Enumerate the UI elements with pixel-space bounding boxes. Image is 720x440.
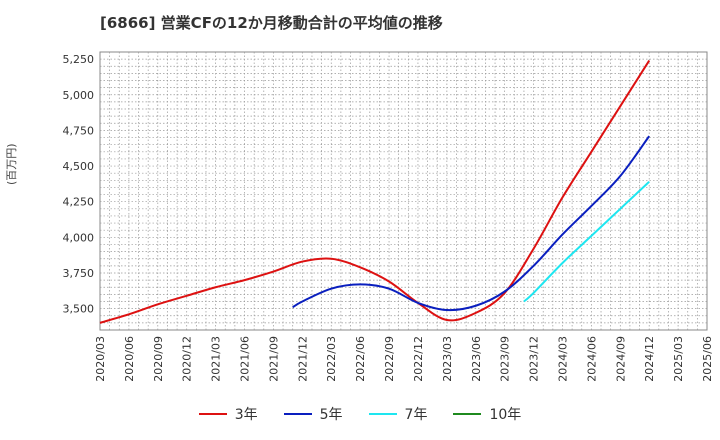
x-tick-label: 2025/06 (701, 336, 714, 382)
y-tick-label: 3,750 (63, 267, 95, 280)
x-tick-label: 2020/03 (94, 336, 107, 382)
x-tick-label: 2020/06 (123, 336, 136, 382)
x-tick-label: 2020/09 (152, 336, 165, 382)
x-tick-label: 2024/12 (643, 336, 656, 382)
legend-label-10y: 10年 (489, 407, 522, 423)
legend-item-10y: 10年 (453, 404, 521, 424)
legend-swatch-3y (198, 413, 227, 415)
x-tick-label: 2021/06 (239, 336, 252, 382)
x-tick-label: 2023/06 (470, 336, 483, 382)
series-line-2 (523, 181, 650, 303)
x-tick-label: 2024/03 (556, 336, 569, 382)
series-line-1 (292, 135, 651, 312)
chart-title: [6866] 営業CFの12か月移動合計の平均値の推移 (100, 14, 443, 32)
x-tick-label: 2022/09 (383, 336, 396, 382)
x-tick-label: 2023/03 (441, 336, 454, 382)
y-tick-label: 5,000 (63, 89, 95, 102)
x-tick-label: 2024/06 (585, 336, 598, 382)
x-tick-label: 2021/12 (296, 336, 309, 382)
legend-swatch-10y (453, 413, 482, 415)
chart-legend: 3年 5年 7年 10年 (0, 404, 720, 424)
y-tick-label: 3,500 (63, 303, 95, 316)
x-tick-label: 2024/09 (614, 336, 627, 382)
y-tick-label: 4,000 (63, 231, 95, 244)
legend-item-7y: 7年 (368, 404, 428, 424)
y-tick-label: 4,750 (63, 124, 95, 137)
legend-label-7y: 7年 (404, 407, 428, 423)
legend-label-5y: 5年 (319, 407, 343, 423)
y-tick-label: 5,250 (63, 53, 95, 66)
y-tick-label: 4,250 (63, 196, 95, 209)
x-tick-label: 2020/12 (181, 336, 194, 382)
x-tick-label: 2023/09 (499, 336, 512, 382)
x-tick-label: 2022/03 (325, 336, 338, 382)
x-tick-label: 2022/12 (412, 336, 425, 382)
y-tick-label: 4,500 (63, 160, 95, 173)
legend-item-5y: 5年 (283, 404, 343, 424)
plot-area (99, 51, 708, 331)
x-tick-label: 2022/06 (354, 336, 367, 382)
x-tick-label: 2023/12 (528, 336, 541, 382)
legend-label-3y: 3年 (234, 407, 258, 423)
legend-swatch-5y (283, 413, 312, 415)
x-tick-label: 2025/03 (672, 336, 685, 382)
legend-swatch-7y (368, 413, 397, 415)
legend-item-3y: 3年 (198, 404, 258, 424)
series-line-0 (99, 60, 651, 324)
x-tick-label: 2021/09 (267, 336, 280, 382)
x-tick-label: 2021/03 (210, 336, 223, 382)
